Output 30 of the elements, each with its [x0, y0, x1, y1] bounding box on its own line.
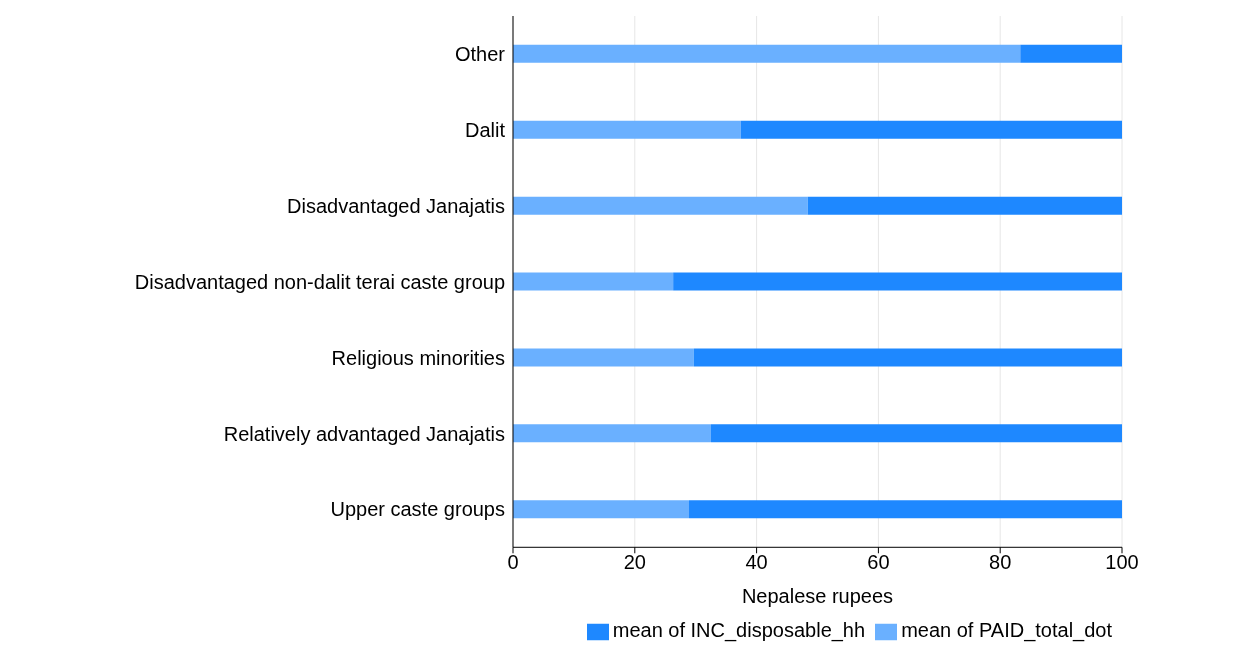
bar — [513, 424, 711, 443]
x-axis-title: Nepalese rupees — [741, 585, 894, 608]
x-tick-label: 0 — [507, 551, 519, 574]
bar — [513, 120, 741, 139]
y-tick-label: Upper caste groups — [330, 498, 505, 521]
bar — [710, 424, 1122, 443]
bar — [673, 272, 1122, 291]
y-tick-label: Other — [454, 43, 506, 66]
bar — [693, 348, 1122, 367]
y-tick-label: Disadvantaged non-dalit terai caste group — [134, 270, 505, 293]
bar — [513, 272, 674, 291]
bar — [1020, 44, 1122, 63]
bar — [740, 120, 1122, 139]
x-tick-label: 60 — [867, 551, 890, 574]
legend-label: mean of PAID_total_dot — [901, 619, 1112, 642]
y-tick-label: Relatively advantaged Janajatis — [223, 422, 505, 445]
bar — [689, 500, 1122, 519]
bar — [513, 348, 694, 367]
bar — [807, 196, 1122, 215]
x-tick-label: 40 — [745, 551, 768, 574]
bar — [513, 500, 689, 519]
y-tick-label: Dalit — [464, 118, 506, 141]
legend-label: mean of INC_disposable_hh — [612, 619, 866, 642]
bar — [513, 196, 808, 215]
bar — [513, 44, 1021, 63]
x-tick-label: 100 — [1105, 551, 1139, 574]
y-tick-label: Disadvantaged Janajatis — [287, 194, 505, 217]
y-tick-label: Religious minorities — [331, 346, 505, 369]
x-tick-label: 20 — [623, 551, 646, 574]
x-tick-label: 80 — [989, 551, 1012, 574]
